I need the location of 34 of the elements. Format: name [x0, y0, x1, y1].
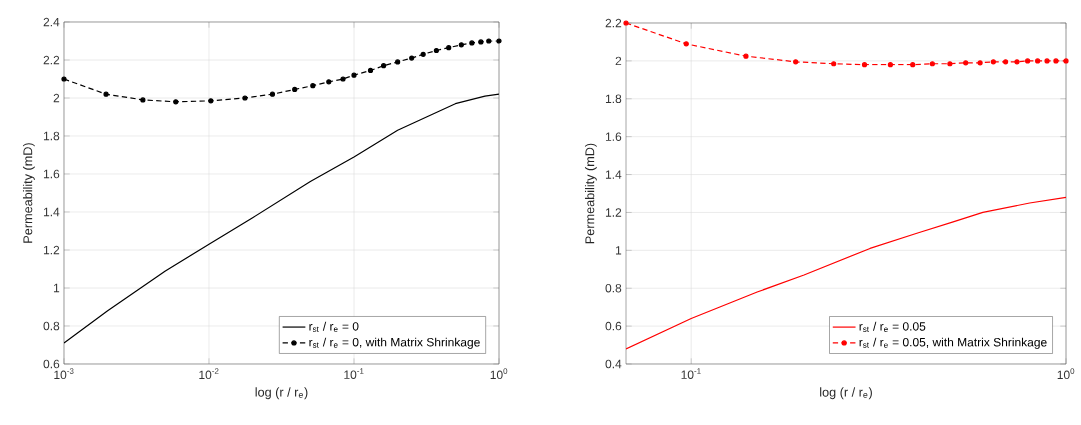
y-tick-label: 2	[53, 93, 60, 103]
x-tick-label: 10$^{-1}$	[344, 368, 364, 379]
y-tick-label: 1.6	[43, 169, 60, 179]
y-tick-label: 0.8	[605, 283, 622, 293]
y-tick-label: 1.8	[43, 131, 60, 141]
x-tick-label: 10$^{0}$	[1057, 368, 1075, 380]
x-tick-label: 10$^{-3}$	[54, 368, 74, 380]
y-tick-label: 1.4	[605, 170, 622, 179]
y-tick-label: 0.8	[43, 321, 60, 331]
y-tick-label: 2.4	[43, 17, 60, 27]
y-tick-label: 1.2	[605, 208, 622, 217]
legend-label: r$_{st}$ / r$_{e}$ = 0.05	[859, 321, 926, 332]
y-tick-label: 0.6	[43, 359, 60, 369]
y-tick-label: 1	[615, 246, 622, 255]
x-tick-label: 10$^{0}$	[490, 368, 508, 380]
x-tick-label: 10$^{-2}$	[199, 368, 219, 380]
y-tick-label: 1.8	[605, 94, 622, 104]
y-tick-label: 2	[615, 56, 622, 66]
x-tick-label: 10$^{-1}$	[681, 368, 701, 379]
y-tick-label: 1.2	[43, 245, 60, 255]
x-axis-title: log (r / r$_{e}$)	[820, 387, 872, 400]
legend-label: r$_{st}$ / r$_{e}$ = 0, with Matrix Shrinkage	[309, 337, 480, 349]
y-tick-label: 0.4	[605, 359, 622, 369]
legend-label: r$_{st}$ / r$_{e}$ = 0	[309, 321, 359, 332]
y-axis-title: Permeability (mD)	[584, 143, 597, 244]
y-tick-label: 1.6	[605, 132, 622, 141]
y-axis-title: Permeability (mD)	[22, 143, 35, 243]
y-tick-label: 2.2	[605, 18, 622, 28]
y-tick-label: 1.4	[43, 207, 60, 217]
x-axis-title: log (r / r$_{e}$)	[255, 387, 308, 400]
y-tick-label: 2.2	[43, 55, 60, 65]
y-tick-label: 0.6	[605, 321, 622, 331]
y-tick-label: 1	[53, 283, 60, 293]
legend-label: r$_{st}$ / r$_{e}$ = 0.05, with Matrix Shrinkage	[859, 337, 1047, 349]
